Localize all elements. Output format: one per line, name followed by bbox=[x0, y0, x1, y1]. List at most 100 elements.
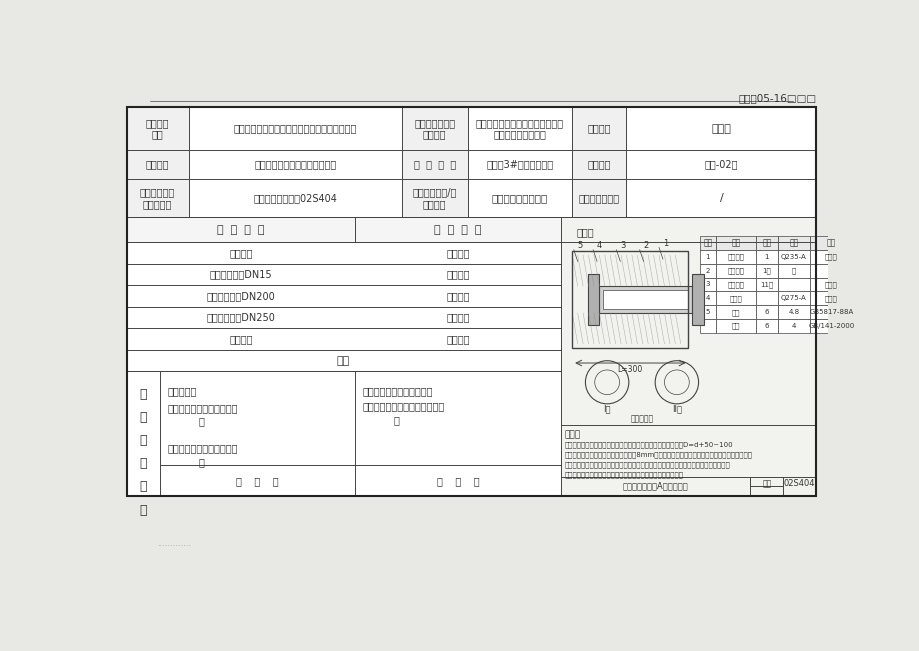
Text: Q275-A: Q275-A bbox=[780, 296, 806, 301]
Bar bbox=[755, 277, 777, 292]
Text: 项目专业技术负责人（签名: 项目专业技术负责人（签名 bbox=[167, 443, 238, 454]
Bar bbox=[715, 250, 755, 264]
Text: 2: 2 bbox=[705, 268, 709, 273]
Text: 6: 6 bbox=[764, 309, 768, 315]
Bar bbox=[699, 277, 715, 292]
Bar bbox=[402, 107, 467, 150]
Text: 1: 1 bbox=[662, 239, 667, 248]
Text: 检  查  项  目: 检 查 项 目 bbox=[217, 225, 265, 235]
Text: 施工图号: 施工图号 bbox=[587, 159, 610, 169]
Text: ）: ） bbox=[199, 458, 204, 467]
Text: 螺母: 螺母 bbox=[731, 323, 739, 329]
Text: 02S404: 02S404 bbox=[783, 479, 814, 488]
Bar bbox=[810, 236, 852, 250]
Bar bbox=[560, 217, 815, 496]
Text: 建筑给水、排水及采暖（建筑中水
系统及游泳池系统）: 建筑给水、排水及采暖（建筑中水 系统及游泳池系统） bbox=[475, 118, 563, 139]
Bar bbox=[587, 275, 598, 324]
Text: GB5817-88A: GB5817-88A bbox=[809, 309, 853, 315]
Bar bbox=[402, 179, 467, 217]
Text: 分部（子分部）
工程名称: 分部（子分部） 工程名称 bbox=[414, 118, 455, 139]
Bar bbox=[777, 264, 810, 277]
Text: 2: 2 bbox=[642, 242, 648, 251]
Text: 名称: 名称 bbox=[731, 238, 740, 247]
Bar bbox=[715, 277, 755, 292]
Bar bbox=[810, 250, 852, 264]
Bar bbox=[755, 319, 777, 333]
Text: 分项工程名称/检
验批编号: 分项工程名称/检 验批编号 bbox=[412, 187, 457, 209]
Text: 符合要求: 符合要求 bbox=[446, 270, 470, 279]
Text: 4: 4 bbox=[705, 296, 709, 301]
Text: 柔性防水套管（A型）安装图: 柔性防水套管（A型）安装图 bbox=[622, 482, 687, 491]
Bar bbox=[715, 305, 755, 319]
Text: 法兰套管: 法兰套管 bbox=[727, 253, 743, 260]
Text: 螺栓: 螺栓 bbox=[731, 309, 739, 316]
Bar bbox=[755, 305, 777, 319]
Bar bbox=[699, 305, 715, 319]
Text: 柔性防水套管DN250: 柔性防水套管DN250 bbox=[206, 312, 275, 323]
Bar bbox=[699, 250, 715, 264]
Bar bbox=[755, 292, 777, 305]
Bar bbox=[355, 217, 560, 242]
Text: II图: II图 bbox=[671, 405, 681, 414]
Bar bbox=[127, 217, 355, 242]
Text: 江兆锦: 江兆锦 bbox=[710, 124, 731, 133]
Text: ·············: ············· bbox=[157, 542, 191, 551]
Text: 1: 1 bbox=[705, 254, 709, 260]
Text: 合格: 合格 bbox=[336, 355, 350, 366]
Bar bbox=[715, 292, 755, 305]
Text: 附图：: 附图： bbox=[575, 227, 593, 237]
Text: 5: 5 bbox=[705, 309, 709, 315]
Text: 年    月    日: 年 月 日 bbox=[437, 476, 479, 486]
Bar bbox=[777, 319, 810, 333]
Text: 4: 4 bbox=[596, 242, 601, 251]
Text: 柔性防水套管DN15: 柔性防水套管DN15 bbox=[210, 270, 272, 279]
Bar bbox=[715, 319, 755, 333]
Text: 3: 3 bbox=[619, 242, 625, 251]
Text: 验: 验 bbox=[140, 434, 147, 447]
Text: 11件: 11件 bbox=[759, 281, 773, 288]
Text: 符合要求: 符合要求 bbox=[446, 291, 470, 301]
Text: 备注: 备注 bbox=[826, 238, 835, 247]
Text: 福建海峡金岸建设工程有限公司: 福建海峡金岸建设工程有限公司 bbox=[254, 159, 336, 169]
Bar bbox=[810, 277, 852, 292]
Text: 项目专业质量检查员（签名: 项目专业质量检查员（签名 bbox=[167, 403, 238, 413]
Text: 套管翼环: 套管翼环 bbox=[727, 268, 743, 274]
Text: 止水环: 止水环 bbox=[729, 295, 742, 301]
Text: 标准件: 标准件 bbox=[824, 253, 837, 260]
Text: GB/141-2000: GB/141-2000 bbox=[808, 323, 854, 329]
Bar bbox=[699, 292, 715, 305]
Text: 3: 3 bbox=[705, 281, 709, 288]
Bar bbox=[572, 107, 626, 150]
Text: 见: 见 bbox=[140, 504, 147, 517]
Text: ）: ） bbox=[393, 415, 400, 425]
Bar bbox=[777, 236, 810, 250]
Bar bbox=[810, 319, 852, 333]
Text: Q235-A: Q235-A bbox=[780, 254, 806, 260]
Text: 仙岩街道农改房改造安装工程（楼丰安置地块）: 仙岩街道农改房改造安装工程（楼丰安置地块） bbox=[233, 124, 357, 133]
Bar bbox=[777, 277, 810, 292]
Bar bbox=[777, 305, 810, 319]
Text: 4.8: 4.8 bbox=[788, 309, 799, 315]
Bar bbox=[572, 251, 687, 348]
Bar bbox=[715, 264, 755, 277]
Text: 6: 6 bbox=[764, 323, 768, 329]
Text: 1件: 1件 bbox=[762, 268, 770, 274]
Text: 4: 4 bbox=[791, 323, 795, 329]
Text: 管道为消防水池连接，按验施工图图理依据规范要求；套管尺寸D=d+50~100: 管道为消防水池连接，按验施工图图理依据规范要求；套管尺寸D=d+50~100 bbox=[564, 441, 732, 448]
Text: 橡胶件: 橡胶件 bbox=[824, 281, 837, 288]
Bar bbox=[699, 319, 715, 333]
Text: 刚性套管闭合安装采用钢板制作，采用8mm防锈钢板规范制作；在符合设计书规范要求范本套，: 刚性套管闭合安装采用钢板制作，采用8mm防锈钢板规范制作；在符合设计书规范要求范… bbox=[564, 452, 752, 458]
Text: 刚性套管闭合设置以还须放置于板顶层砼浇上完后，预置位置、标高及完，宁波施工重荷: 刚性套管闭合设置以还须放置于板顶层砼浇上完后，预置位置、标高及完，宁波施工重荷 bbox=[564, 462, 730, 468]
Bar bbox=[755, 236, 777, 250]
Text: 检: 检 bbox=[140, 388, 147, 401]
Text: 橡胶件: 橡胶件 bbox=[824, 295, 837, 301]
Text: 图集: 图集 bbox=[761, 479, 770, 488]
Text: /: / bbox=[719, 193, 722, 203]
Text: 套管填塞: 套管填塞 bbox=[727, 281, 743, 288]
Text: 施工依据: 施工依据 bbox=[229, 248, 253, 258]
Bar bbox=[755, 264, 777, 277]
Text: 剖面圆结构: 剖面圆结构 bbox=[630, 415, 652, 424]
Text: 水施-02修: 水施-02修 bbox=[704, 159, 737, 169]
Text: 单位工程
名称: 单位工程 名称 bbox=[146, 118, 169, 139]
Text: （建设单位项目专业技术负责人: （建设单位项目专业技术负责人 bbox=[363, 401, 445, 411]
